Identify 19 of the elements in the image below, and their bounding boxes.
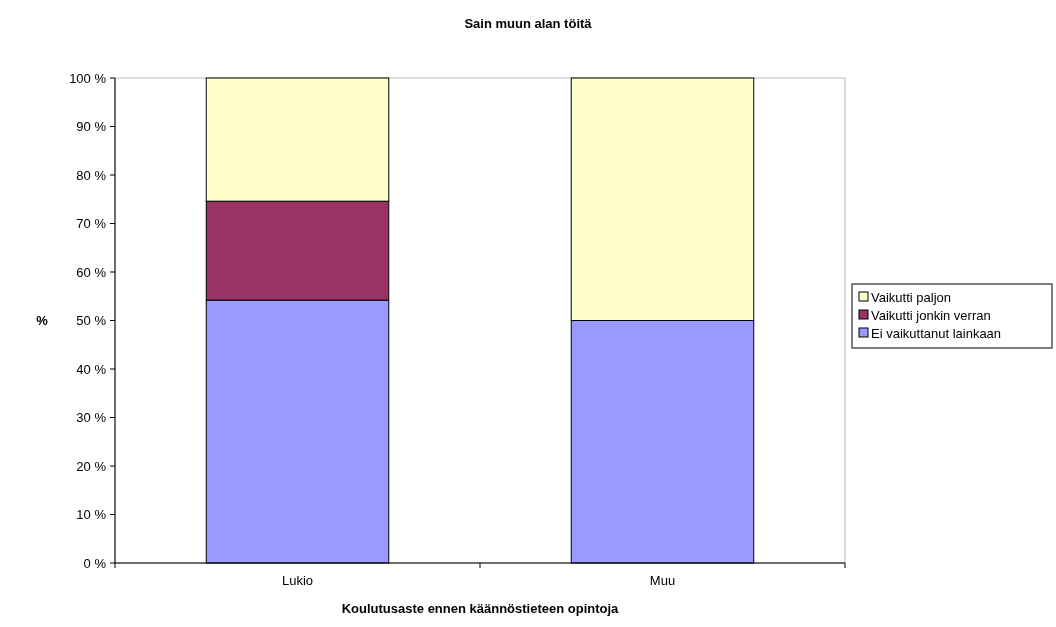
x-tick-label: Lukio	[281, 573, 314, 588]
legend-label: Ei vaikuttanut lainkaan	[871, 325, 1002, 341]
y-tick-label: 50 %	[76, 313, 107, 329]
y-tick-label: 90 %	[76, 119, 107, 135]
x-tick-label: Muu	[649, 573, 676, 588]
y-tick-label: 10 %	[76, 507, 107, 523]
legend-label: Vaikutti jonkin verran	[871, 307, 991, 323]
y-axis-title: %	[36, 313, 49, 329]
y-tick-label: 40 %	[76, 361, 107, 377]
y-tick-label: 0 %	[83, 555, 107, 571]
y-tick-label: 30 %	[76, 410, 107, 426]
y-tick-label: 80 %	[76, 167, 107, 183]
y-tick-label: 60 %	[76, 264, 107, 280]
y-tick-label: 70 %	[76, 216, 107, 232]
x-axis-title: Koulutusaste ennen käännöstieteen opintoja	[341, 601, 620, 616]
legend-label: Vaikutti paljon	[871, 289, 951, 305]
chart-title: Sain muun alan töitä	[464, 16, 593, 31]
y-tick-label: 20 %	[76, 458, 107, 474]
y-tick-label: 100 %	[69, 70, 107, 86]
